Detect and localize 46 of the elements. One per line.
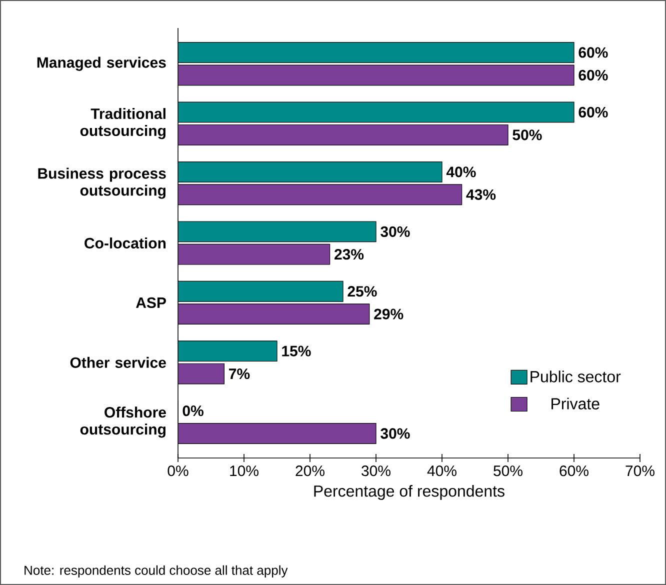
x-tick-label: 60% (560, 466, 588, 476)
x-tick-label: 50% (494, 466, 522, 476)
data-label: 7% (229, 368, 250, 380)
legend-label: Public sector (530, 370, 621, 382)
bar (178, 102, 574, 123)
bar (178, 221, 376, 242)
y-tick-label: ASP (136, 297, 166, 308)
bar (178, 340, 278, 362)
bar (178, 161, 442, 182)
legend-label: Private (552, 398, 600, 410)
data-label: 60% (578, 70, 608, 80)
y-tick-label: Business process outsourcing (38, 168, 166, 199)
data-label: 60% (578, 47, 608, 58)
bar (178, 363, 225, 384)
data-label: 29% (374, 308, 404, 320)
data-label: 43% (466, 189, 496, 200)
text: Note: respondents could choose all that apply (24, 565, 288, 578)
y-tick-label: Other service (70, 356, 166, 368)
x-tick-label: 70% (626, 466, 654, 476)
bar (178, 184, 462, 206)
y-tick-label: Co-location (84, 237, 166, 248)
data-label: 30% (380, 226, 410, 237)
bar (178, 124, 508, 146)
data-label: 25% (348, 286, 377, 297)
y-tick-label: Offshore outsourcing (80, 406, 166, 438)
x-tick-label: 30% (362, 466, 390, 476)
x-tick-label: 10% (230, 466, 258, 476)
y-tick-label: Traditional outsourcing (80, 108, 166, 140)
bar (178, 64, 574, 86)
data-label: 40% (446, 166, 476, 178)
bar (178, 423, 376, 444)
bar (178, 42, 574, 63)
data-label: 60% (578, 106, 608, 118)
bar (178, 304, 370, 325)
data-label: 23% (334, 249, 364, 260)
x-axis-title: Percentage of respondents (314, 485, 504, 500)
x-tick-label: 20% (296, 466, 324, 476)
data-label: 50% (512, 130, 542, 140)
data-label: 15% (282, 346, 311, 356)
x-tick-label: 0% (168, 466, 188, 476)
data-label: 30% (380, 428, 410, 439)
x-tick-label: 40% (427, 466, 456, 476)
bar (178, 280, 344, 302)
bar (178, 244, 330, 265)
data-label: 0% (182, 406, 204, 416)
y-tick-label: Managed services (37, 56, 166, 71)
